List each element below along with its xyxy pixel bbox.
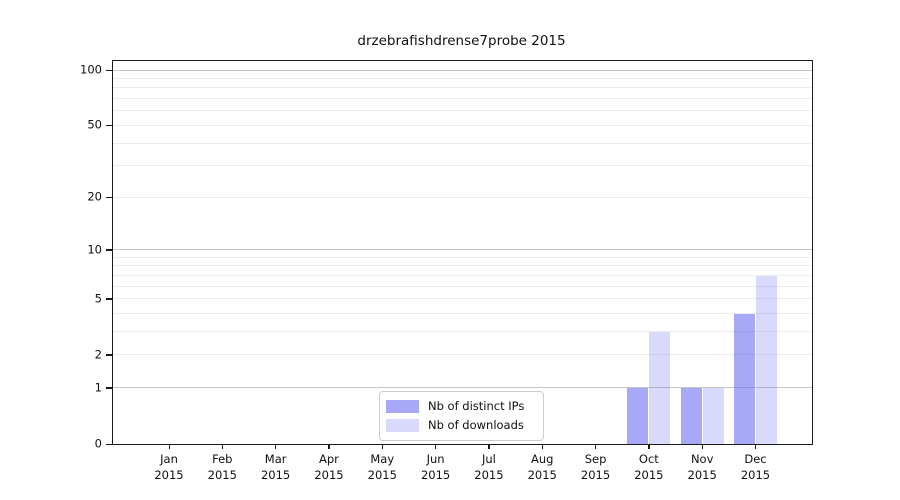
y-tick-100 bbox=[106, 69, 112, 71]
legend-label-downloads: Nb of downloads bbox=[428, 417, 524, 432]
x-tick-apr bbox=[328, 444, 330, 449]
x-tick-jan bbox=[168, 444, 170, 449]
x-tick-label-feb: Feb 2015 bbox=[207, 452, 237, 482]
x-tick-aug bbox=[541, 444, 544, 449]
bar-distinct_ips-dec-2015 bbox=[734, 313, 755, 444]
minor-gridline-5 bbox=[113, 298, 812, 300]
y-tick-label-20: 20 bbox=[87, 189, 102, 204]
x-tick-label-mar: Mar 2015 bbox=[260, 452, 291, 482]
x-tick-label-jun: Jun 2015 bbox=[420, 452, 451, 482]
bar-distinct_ips-nov-2015 bbox=[680, 387, 702, 444]
bar-downloads-oct-2015 bbox=[649, 331, 671, 444]
x-tick-label-may: May 2015 bbox=[367, 452, 397, 482]
plot-area: 0 1 2 5 10 20 50 100 Jan 2015 Feb 2015 Mar 2015 Apr 201… bbox=[80, 60, 813, 482]
minor-gridline-40 bbox=[113, 142, 812, 144]
minor-gridline-7 bbox=[113, 275, 812, 277]
x-tick-sep bbox=[595, 444, 597, 449]
legend-swatch-distinct-ips bbox=[386, 400, 419, 413]
minor-gridline-20 bbox=[113, 196, 812, 198]
y-tick-1 bbox=[106, 387, 112, 389]
x-tick-mar bbox=[275, 444, 277, 449]
minor-gridline-80 bbox=[113, 87, 812, 89]
legend-swatch-downloads bbox=[386, 419, 419, 432]
x-tick-label-oct: Oct 2015 bbox=[634, 452, 664, 482]
y-tick-5 bbox=[106, 298, 112, 300]
y-tick-label-2: 2 bbox=[94, 347, 102, 362]
x-tick-jul bbox=[488, 444, 490, 449]
minor-gridline-50 bbox=[113, 124, 812, 126]
x-tick-feb bbox=[221, 444, 224, 449]
minor-gridline-60 bbox=[113, 110, 812, 112]
x-tick-label-aug: Aug 2015 bbox=[527, 452, 557, 482]
y-tick-2 bbox=[106, 354, 112, 356]
minor-gridline-8 bbox=[113, 265, 812, 267]
minor-gridline-90 bbox=[113, 78, 812, 80]
y-tick-label-50: 50 bbox=[87, 117, 102, 132]
minor-gridline-30 bbox=[113, 165, 812, 167]
x-tick-label-nov: Nov 2015 bbox=[687, 452, 717, 482]
y-tick-label-10: 10 bbox=[87, 241, 102, 256]
major-gridline-100 bbox=[113, 69, 812, 71]
x-tick-oct bbox=[648, 444, 650, 449]
minor-gridline-70 bbox=[113, 98, 812, 100]
chart-title: drzebrafishdrense7probe 2015 bbox=[357, 33, 566, 49]
minor-gridline-6 bbox=[113, 285, 812, 287]
minor-gridline-9 bbox=[113, 256, 812, 258]
bar-distinct_ips-oct-2015 bbox=[627, 387, 649, 444]
major-gridline-10 bbox=[113, 249, 812, 251]
y-tick-label-1: 1 bbox=[94, 380, 102, 395]
x-tick-nov bbox=[701, 444, 703, 449]
y-tick-50 bbox=[106, 124, 112, 127]
legend-label-distinct-ips: Nb of distinct IPs bbox=[428, 398, 525, 413]
y-tick-label-5: 5 bbox=[94, 291, 102, 306]
x-tick-label-dec: Dec 2015 bbox=[740, 452, 771, 482]
legend-item-distinct-ips: Nb of distinct IPs bbox=[386, 400, 535, 413]
legend: Nb of distinct IPs Nb of downloads bbox=[379, 391, 544, 441]
x-tick-label-apr: Apr 2015 bbox=[314, 452, 344, 482]
y-tick-0 bbox=[106, 443, 112, 445]
y-tick-label-0: 0 bbox=[94, 436, 102, 451]
x-tick-label-jul: Jul 2015 bbox=[474, 452, 504, 482]
minor-gridline-2 bbox=[113, 354, 812, 356]
x-tick-label-sep: Sep 2015 bbox=[580, 452, 611, 482]
minor-gridline-4 bbox=[113, 313, 812, 315]
x-tick-label-jan: Jan 2015 bbox=[154, 452, 184, 482]
bar-downloads-dec-2015 bbox=[756, 275, 777, 444]
y-tick-20 bbox=[106, 196, 112, 199]
legend-item-downloads: Nb of downloads bbox=[386, 419, 535, 432]
minor-gridline-3 bbox=[113, 331, 812, 333]
x-tick-may bbox=[381, 444, 384, 449]
y-tick-label-100: 100 bbox=[80, 62, 102, 77]
y-tick-10 bbox=[106, 249, 112, 251]
bar-downloads-nov-2015 bbox=[702, 387, 724, 444]
x-tick-jun bbox=[435, 444, 437, 449]
x-tick-dec bbox=[755, 444, 757, 449]
